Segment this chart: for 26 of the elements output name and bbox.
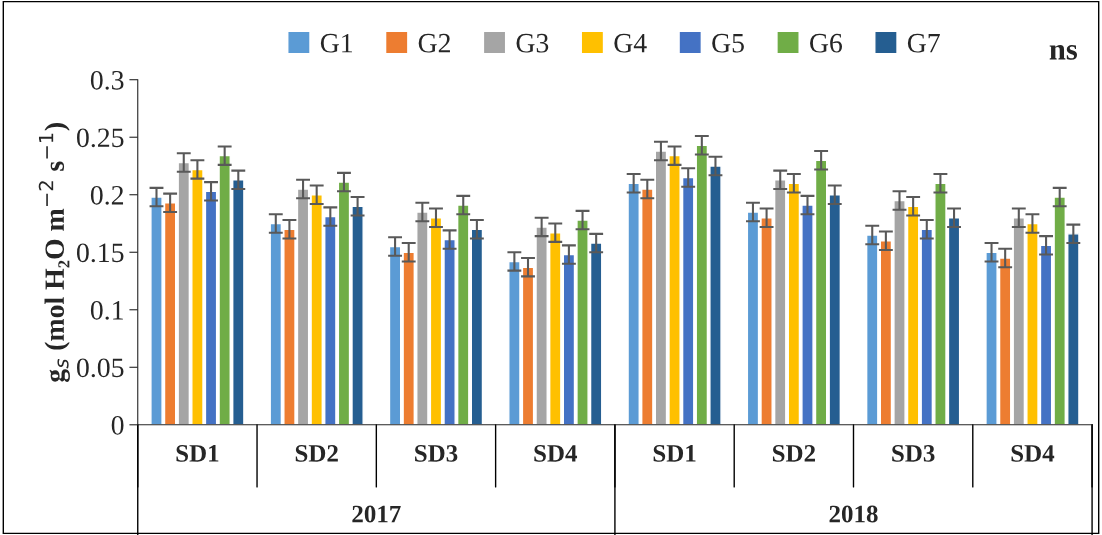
x-tick-label: SD2 [772, 445, 816, 462]
legend-label: G3 [516, 33, 549, 53]
y-tick-label: 0.3 [90, 70, 124, 90]
legend-label: G1 [320, 33, 352, 53]
legend-label: G5 [712, 33, 744, 53]
x-tick-label: SD1 [653, 445, 696, 462]
legend-label: G7 [907, 33, 940, 53]
x-tick-label: SD2 [295, 445, 338, 462]
x-tick-label: SD4 [1011, 445, 1055, 462]
legend-label: G4 [614, 33, 647, 53]
x-tick-label: SD1 [176, 445, 219, 462]
y-tick-label: 0.05 [77, 358, 124, 378]
y-tick-label: 0.2 [90, 185, 124, 205]
x-tick-label: SD3 [415, 445, 458, 462]
x-tick-label: SD3 [892, 445, 935, 462]
legend-label: G2 [418, 33, 450, 53]
x-tick-label: SD4 [534, 445, 578, 462]
y-tick-label: 0.25 [77, 128, 124, 148]
text: ns [1049, 45, 1078, 60]
y-tick-label: 0.1 [90, 300, 123, 320]
y-tick-label: 0 [111, 415, 124, 435]
y-axis-title: g$_{s}$ (mol H₂O m$^{−2}$ s$^{−1}$) [38, 123, 70, 383]
legend-label: G6 [810, 33, 843, 53]
text: 2018 [829, 505, 878, 523]
y-tick-label: 0.15 [77, 243, 124, 263]
text: 2017 [352, 505, 401, 523]
